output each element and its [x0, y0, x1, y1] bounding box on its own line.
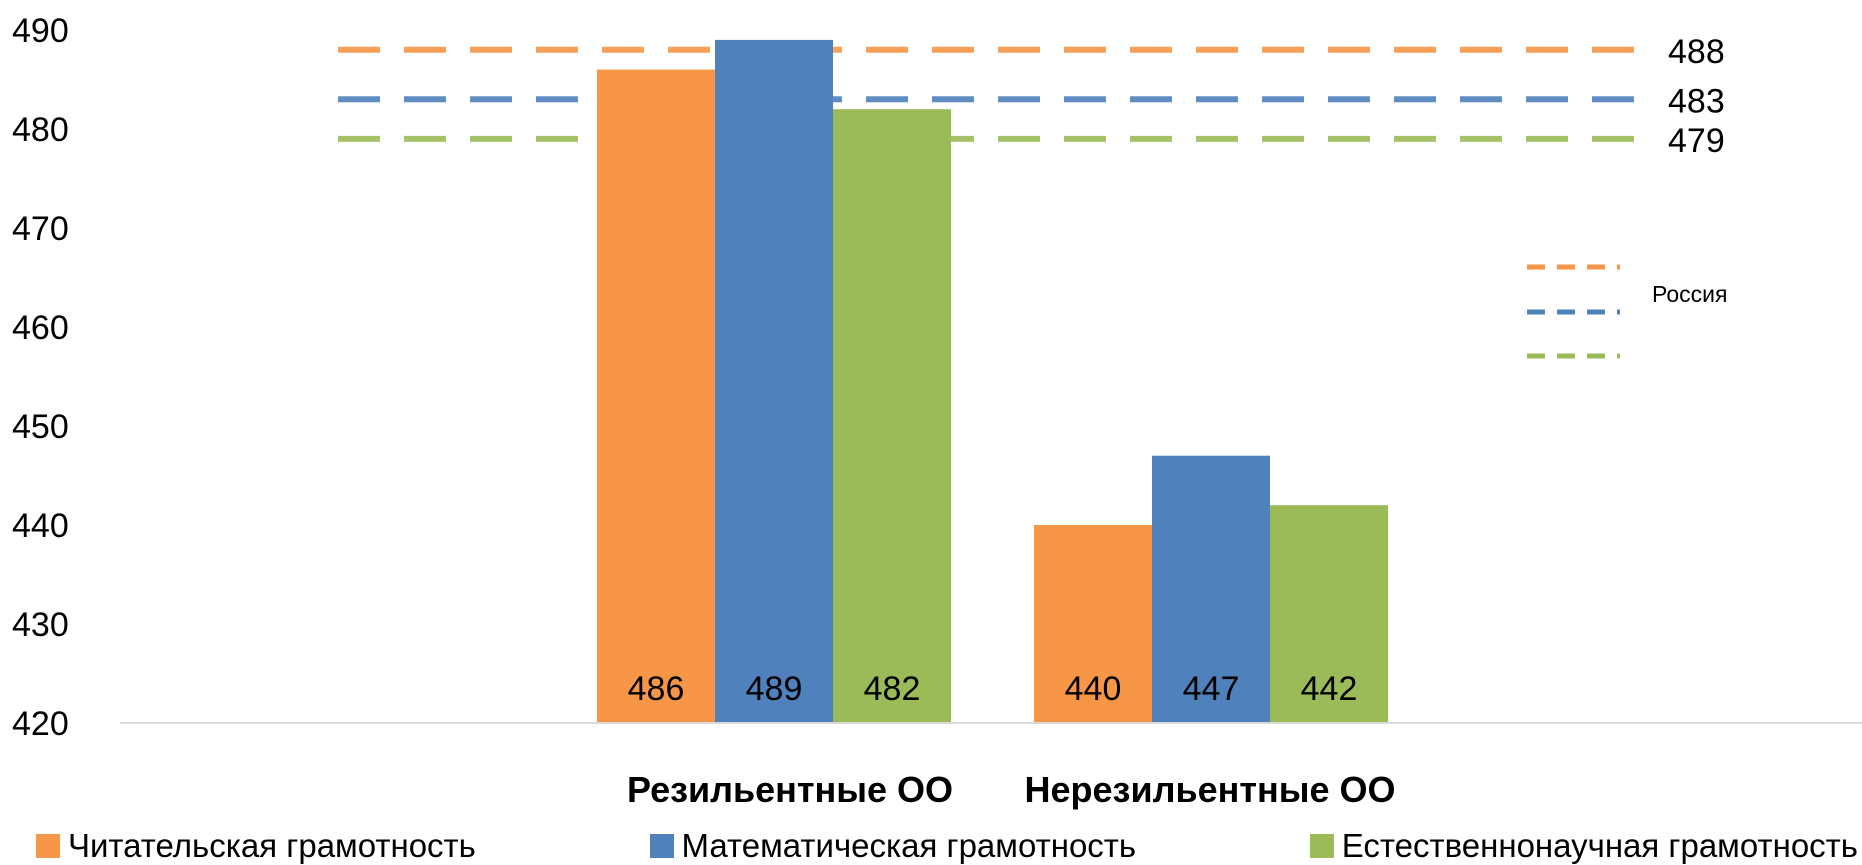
y-tick-label: 470 — [12, 210, 69, 248]
legend: Читательская грамотность Математическая … — [0, 826, 1862, 865]
bar — [715, 39, 833, 723]
bar — [1152, 455, 1270, 723]
legend-item-reading: Читательская грамотность — [36, 827, 476, 865]
y-tick-label: 430 — [12, 606, 69, 644]
y-tick-label: 480 — [12, 111, 69, 149]
data-label: 482 — [864, 670, 921, 708]
reference-legend: Россия — [1527, 264, 1727, 359]
legend-swatch-science — [1309, 833, 1334, 858]
data-label: 486 — [628, 670, 685, 708]
category-label: Нерезильентные ОО — [1025, 769, 1396, 810]
bar — [833, 109, 951, 723]
bars — [597, 39, 1388, 724]
legend-item-science: Естественнонаучная грамотность — [1309, 826, 1858, 865]
bar — [1270, 505, 1388, 723]
legend-label-reading: Читательская грамотность — [68, 826, 476, 864]
y-tick-label: 460 — [12, 309, 69, 347]
category-label: Резильентные ОО — [627, 769, 953, 810]
y-tick-label: 420 — [12, 705, 69, 743]
data-label: 440 — [1065, 670, 1122, 708]
reference-line-label: 479 — [1668, 122, 1725, 160]
category-labels: Резильентные ОО Нерезильентные ОО — [627, 769, 1396, 810]
data-labels: 486 489 482 440 447 442 — [628, 670, 1358, 708]
reference-line-label: 488 — [1668, 33, 1725, 71]
y-tick-label: 450 — [12, 408, 69, 446]
y-axis: 420 430 440 450 460 470 480 490 — [12, 12, 69, 743]
y-tick-label: 490 — [12, 12, 69, 50]
data-label: 447 — [1183, 670, 1240, 708]
reference-line-label: 483 — [1668, 82, 1725, 120]
legend-swatch-reading — [36, 833, 60, 858]
data-label: 489 — [746, 670, 803, 708]
legend-label-math: Математическая грамотность — [681, 826, 1137, 864]
legend-item-math: Математическая грамотность — [649, 826, 1137, 865]
y-tick-label: 440 — [12, 507, 69, 545]
legend-label-science: Естественнонаучная грамотность — [1341, 826, 1858, 864]
data-label: 442 — [1301, 670, 1358, 708]
legend-swatch-math — [649, 833, 674, 858]
bar — [1034, 525, 1152, 723]
bar — [597, 69, 715, 724]
reference-legend-label: Россия — [1652, 281, 1727, 307]
